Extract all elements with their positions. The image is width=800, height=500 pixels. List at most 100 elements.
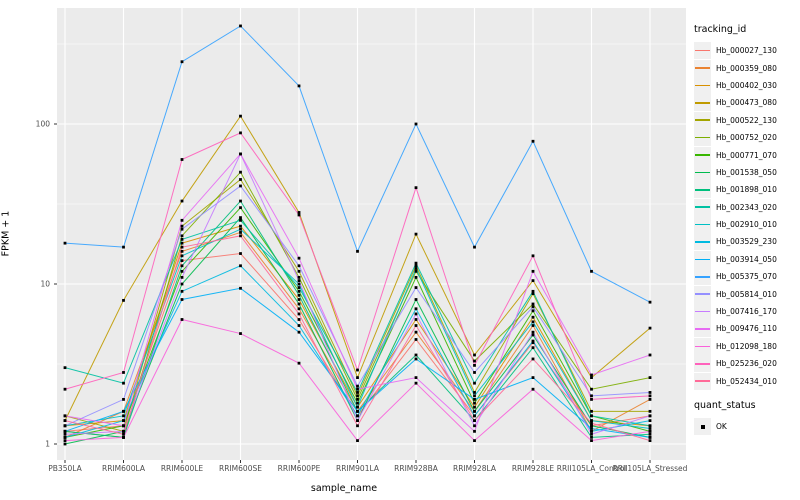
- legend-item-label: Hb_000359_080: [716, 63, 777, 73]
- data-point: [356, 405, 359, 409]
- data-point: [648, 326, 652, 330]
- data-point: [414, 376, 418, 380]
- data-point: [356, 376, 359, 380]
- legend-item-Hb_003529_230: Hb_003529_230: [694, 233, 800, 251]
- data-point: [239, 199, 242, 203]
- legend-key-line-icon: [695, 119, 710, 122]
- data-point: [414, 264, 418, 268]
- legend-item-Hb_009476_110: Hb_009476_110: [694, 320, 800, 338]
- data-point: [63, 241, 67, 245]
- data-point: [297, 275, 301, 279]
- legend-key: [694, 268, 711, 286]
- data-point: [297, 293, 301, 297]
- legend-item-label: Hb_012098_180: [716, 341, 777, 351]
- legend-item-label: OK: [716, 422, 727, 431]
- data-point: [414, 275, 418, 279]
- y-axis-title: FPKM + 1: [0, 210, 12, 257]
- legend-key: [694, 146, 711, 164]
- data-point: [180, 282, 184, 286]
- legend-item-Hb_052434_010: Hb_052434_010: [694, 372, 800, 390]
- legend-item-Hb_000752_020: Hb_000752_020: [694, 129, 800, 147]
- legend-title-tracking-id: tracking_id: [694, 24, 747, 35]
- legend-item-label: Hb_001538_050: [716, 167, 777, 177]
- data-point: [590, 376, 593, 380]
- legend-key-line-icon: [695, 362, 710, 365]
- data-point: [297, 289, 301, 293]
- data-point: [648, 397, 652, 401]
- data-point: [414, 312, 418, 316]
- data-point: [297, 324, 301, 327]
- data-point: [590, 421, 593, 425]
- legend-title-quant-status: quant_status: [694, 399, 756, 411]
- data-point: [356, 424, 359, 428]
- data-point: [239, 218, 242, 222]
- data-point: [297, 298, 301, 301]
- data-point: [473, 391, 476, 394]
- legend-key-line-icon: [695, 67, 710, 69]
- data-point: [531, 254, 535, 258]
- legend-key-line-icon: [695, 345, 710, 348]
- x-tick-label: RRIM928LA: [453, 464, 496, 473]
- legend-key-line-icon: [695, 328, 710, 330]
- data-point: [239, 234, 242, 238]
- data-point: [122, 409, 125, 413]
- legend-item-label: Hb_002910_010: [716, 220, 777, 230]
- data-point: [473, 405, 476, 409]
- data-point: [63, 429, 67, 433]
- data-point: [531, 339, 535, 343]
- x-tick-label: RRII105LA_Control: [556, 464, 627, 473]
- data-point: [297, 318, 301, 321]
- legend-key: [694, 163, 711, 181]
- x-tick-label: RRIM600LE: [160, 464, 204, 473]
- legend-key-line-icon: [695, 189, 710, 191]
- legend-item-label: Hb_000027_130: [716, 46, 777, 56]
- data-point: [414, 122, 418, 126]
- data-point: [297, 256, 301, 260]
- data-point: [473, 429, 476, 433]
- data-point: [648, 409, 652, 413]
- legend-item-Hb_012098_180: Hb_012098_180: [694, 337, 800, 355]
- legend-item-label: Hb_009476_110: [716, 324, 777, 334]
- data-point: [648, 353, 652, 357]
- data-point: [648, 300, 652, 304]
- x-tick-label: RRIM600LA: [102, 464, 145, 473]
- data-point: [473, 245, 476, 249]
- data-point: [648, 394, 652, 398]
- legend-key-line-icon: [695, 49, 710, 52]
- data-point: [63, 435, 67, 439]
- data-point: [239, 224, 242, 228]
- data-point: [122, 397, 125, 401]
- legend-key-line-icon: [695, 258, 710, 261]
- data-point: [356, 387, 359, 391]
- data-point: [590, 269, 593, 273]
- data-point: [648, 435, 652, 439]
- legend-key-line-icon: [695, 275, 710, 278]
- data-point: [531, 387, 535, 391]
- legend-item-Hb_000522_130: Hb_000522_130: [694, 111, 800, 129]
- data-point: [531, 279, 535, 283]
- data-point: [297, 213, 301, 217]
- data-point: [180, 245, 184, 249]
- data-point: [531, 309, 535, 313]
- data-point: [531, 315, 535, 319]
- y-tick-label: 10: [40, 279, 50, 289]
- data-point: [239, 170, 242, 174]
- data-point: [531, 139, 535, 143]
- legend-item-label: Hb_000402_030: [716, 80, 777, 90]
- legend-key-line-icon: [695, 380, 710, 382]
- x-tick-label: RRIM928LE: [511, 464, 555, 473]
- legend-key: [694, 111, 711, 129]
- data-point: [648, 429, 652, 433]
- x-tick-label: RRIM928BA: [394, 464, 438, 473]
- x-tick-label: RRIM901LA: [336, 464, 379, 473]
- data-point: [473, 371, 476, 374]
- data-point: [414, 269, 418, 273]
- legend-item-Hb_005814_010: Hb_005814_010: [694, 285, 800, 303]
- data-point: [356, 419, 359, 423]
- data-point: [414, 261, 418, 265]
- data-point: [180, 199, 184, 203]
- legend-item-Hb_002343_020: Hb_002343_020: [694, 198, 800, 216]
- data-point: [297, 269, 301, 273]
- data-point: [473, 414, 476, 418]
- data-point: [414, 381, 418, 385]
